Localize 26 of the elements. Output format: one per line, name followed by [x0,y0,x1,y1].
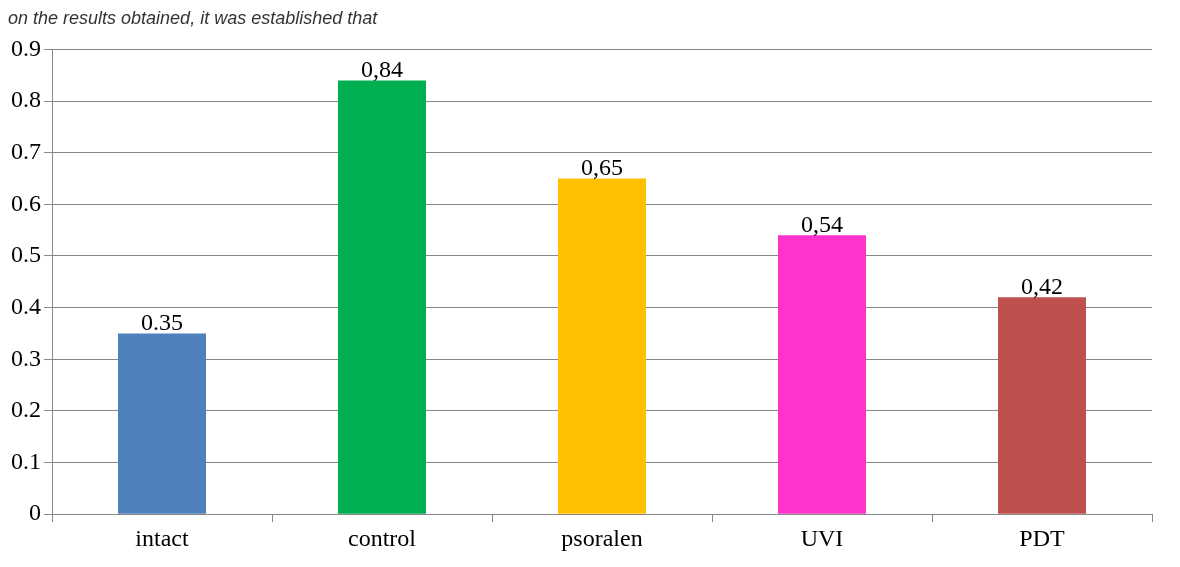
bar [778,235,866,514]
y-tick-label: 0.3 [11,344,41,371]
bar [118,333,206,514]
y-tick-label: 0.6 [11,189,41,216]
y-tick-label: 0.1 [11,447,41,474]
bar [558,178,646,514]
y-tick-label: 0.8 [11,86,41,113]
x-tick-label: UVI [800,524,844,551]
data-label: 0,84 [361,55,403,82]
y-tick-label: 0.5 [11,241,41,268]
bar [338,80,426,514]
bar [998,297,1086,514]
x-tick-label: psoralen [561,524,643,551]
x-tick-label: control [348,524,417,551]
y-tick-label: 0.9 [11,34,41,61]
y-tick-label: 0.4 [11,292,41,319]
y-tick-label: 0.7 [11,137,41,164]
y-tick-label: 0.2 [11,396,41,423]
data-label: 0,42 [1021,272,1063,299]
x-tick-label: intact [135,524,189,551]
text: on the results obtained, it was established that [8,8,379,30]
y-tick-label: 0 [29,499,41,526]
x-tick-label: PDT [1019,524,1066,551]
data-label: 0,65 [581,153,623,180]
data-label: 0,54 [801,210,843,237]
data-label: 0.35 [141,308,183,335]
